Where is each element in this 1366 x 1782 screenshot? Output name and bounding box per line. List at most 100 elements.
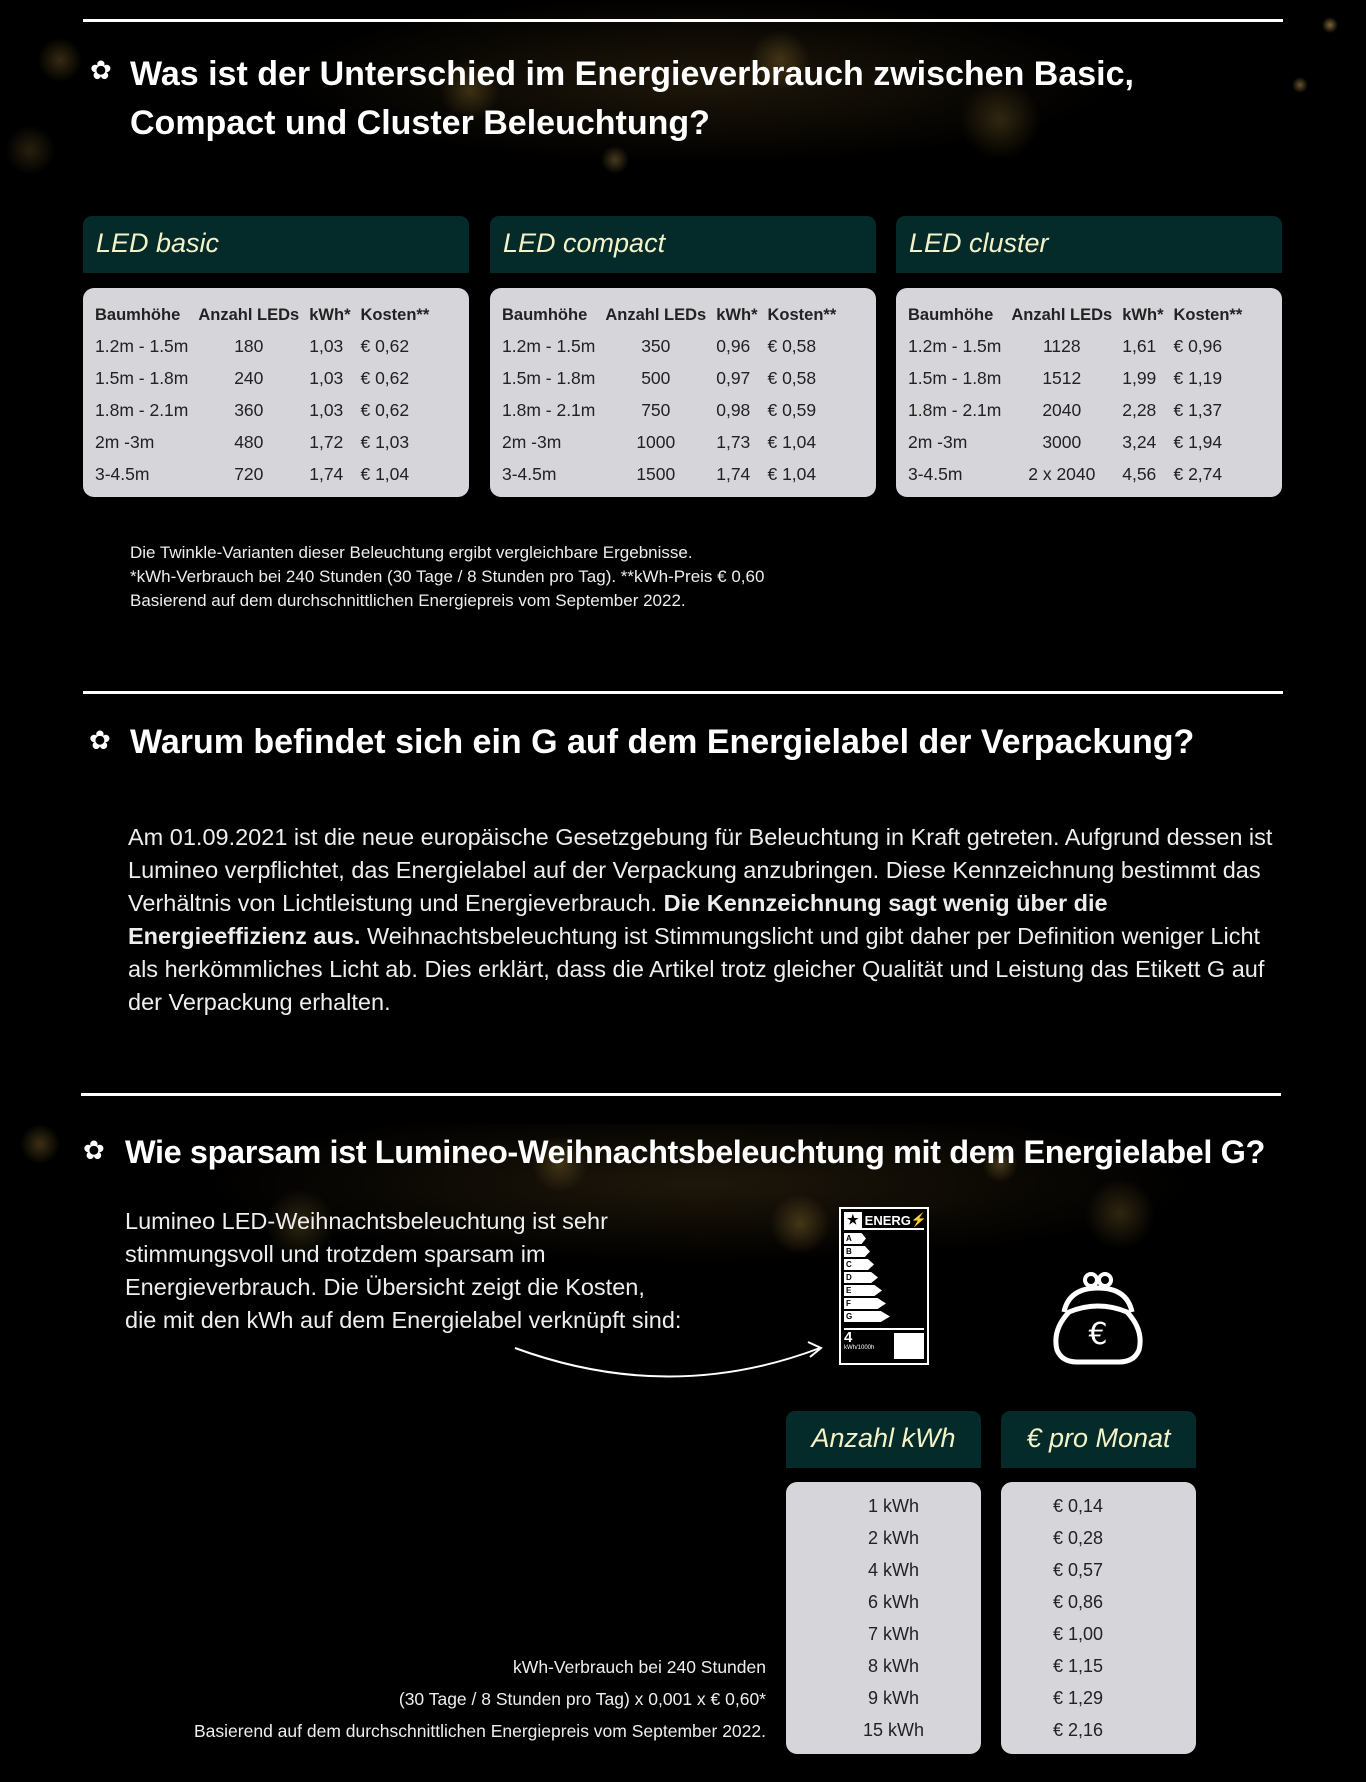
bold-text: Die Kennzeichnung sagt wenig über die En…	[128, 890, 1108, 949]
column-header: Baumhöhe	[502, 305, 588, 324]
table-row: 1.2m - 1.5m 180 1,03 € 0,62	[95, 330, 439, 362]
footnote: (30 Tage / 8 Stunden pro Tag) x 0,001 x …	[398, 1689, 766, 1709]
kwh-value: 15 kWh	[862, 1720, 925, 1740]
table-row: 2m -3m 480 1,72 € 1,03	[95, 426, 439, 458]
table-row: 1.5m - 1.8m 1512 1,99 € 1,19	[908, 362, 1252, 394]
table-row: 3-4.5m 2 x 2040 4,56 € 2,74	[908, 458, 1252, 490]
kwh-value: 4 kWh	[867, 1560, 919, 1580]
arrow-icon	[514, 1341, 823, 1378]
table-cell: 500	[641, 367, 671, 388]
section2-title: Warum befindet sich ein G auf dem Energi…	[130, 723, 1195, 761]
kwh-value: 2 kWh	[867, 1528, 919, 1548]
energy-class-bar: B	[844, 1246, 870, 1257]
table-cell: 480	[234, 431, 264, 452]
purse-icon: €	[1053, 1272, 1143, 1365]
star-icon: ✿	[89, 726, 111, 756]
kwh-header: Anzahl kWh	[786, 1411, 981, 1468]
energy-class-bar: D	[844, 1272, 878, 1283]
table-cell: 1.5m - 1.8m	[95, 367, 189, 388]
cost-card: € 0,14 € 0,28 € 0,57 € 0,86 € 1,00 € 1,15 € 1,…	[1001, 1482, 1196, 1754]
table-cell: 0,96	[716, 335, 751, 356]
table-cell: € 1,04	[767, 463, 817, 484]
table-cell: 1.8m - 2.1m	[502, 399, 596, 420]
cost-header: € pro Monat	[1001, 1411, 1196, 1468]
kwh-value: 7 kWh	[867, 1624, 919, 1644]
table-cell: 3000	[1042, 431, 1082, 452]
kwh-card: 1 kWh 2 kWh 4 kWh 6 kWh 7 kWh 8 kWh 9 kWh 15 kW…	[786, 1482, 981, 1754]
table-cell: € 0,96	[1173, 335, 1223, 356]
table-cell: 1,03	[309, 367, 344, 388]
column-header: kWh*	[309, 305, 351, 324]
divider	[83, 19, 1283, 22]
table-cell: € 0,58	[767, 335, 817, 356]
table-cell: 3-4.5m	[502, 463, 557, 484]
table-cell: 4,56	[1122, 463, 1157, 484]
note: Basierend auf dem durchschnittlichen Ene…	[130, 591, 686, 610]
table-cell: 1512	[1042, 367, 1082, 388]
intro-line: Lumineo LED-Weihnachtsbeleuchtung ist se…	[125, 1208, 608, 1234]
table-cell: € 1,37	[1173, 399, 1223, 420]
kwh-value: 8 kWh	[867, 1656, 919, 1676]
table-cell: 0,97	[716, 367, 751, 388]
divider	[83, 691, 1283, 694]
table-title: LED cluster	[896, 216, 1282, 273]
intro-line: stimmungsvoll und trotzdem sparsam im	[125, 1241, 546, 1267]
table-cell: 1.2m - 1.5m	[95, 335, 189, 356]
energy-class-bar: E	[844, 1285, 882, 1296]
table-cell: 1,74	[309, 463, 344, 484]
section3-intro: Lumineo LED-Weihnachtsbeleuchtung ist se…	[125, 1205, 805, 1337]
table-cell: 1.8m - 2.1m	[908, 399, 1002, 420]
table-cell: 2 x 2040	[1028, 463, 1096, 484]
table-cell: 1,73	[716, 431, 751, 452]
energy-label-value: 4	[844, 1329, 853, 1346]
kwh-value: 6 kWh	[867, 1592, 919, 1612]
column-header: Anzahl LEDs	[198, 305, 300, 324]
table-cell: € 0,62	[360, 335, 410, 356]
table-cell: 240	[234, 367, 264, 388]
title-line: Was ist der Unterschied im Energieverbra…	[130, 55, 1134, 93]
table-row: 2m -3m 1000 1,73 € 1,04	[502, 426, 846, 458]
table-cell: 3-4.5m	[908, 463, 963, 484]
euro-symbol: €	[1088, 1317, 1107, 1352]
table-row: 2m -3m 3000 3,24 € 1,94	[908, 426, 1252, 458]
cost-value: € 0,86	[1053, 1592, 1104, 1612]
table-cell: € 2,74	[1173, 463, 1223, 484]
table-cell: 2m -3m	[908, 431, 968, 452]
title-line: Compact und Cluster Beleuchtung?	[130, 104, 710, 142]
led-table-card: Baumhöhe Anzahl LEDs kWh* Kosten** 1.2m - 1.…	[896, 288, 1282, 497]
led-table-card: Baumhöhe Anzahl LEDs kWh* Kosten** 1.2m - 1.…	[83, 288, 469, 497]
table-cell: 2m -3m	[502, 431, 562, 452]
energy-class-bar: F	[844, 1298, 886, 1309]
table-cell: 1,72	[309, 431, 344, 452]
table-row: 1.2m - 1.5m 350 0,96 € 0,58	[502, 330, 846, 362]
column-header: Baumhöhe	[95, 305, 181, 324]
table-row: 1.8m - 2.1m 750 0,98 € 0,59	[502, 394, 846, 426]
led-table: Baumhöhe Anzahl LEDs kWh* Kosten** 1.2m - 1.…	[908, 300, 1252, 490]
table-title: LED compact	[490, 216, 876, 273]
column-header: Baumhöhe	[908, 305, 994, 324]
table-cell: 1.8m - 2.1m	[95, 399, 189, 420]
table-cell: 180	[234, 335, 264, 356]
table-cell: 750	[641, 399, 671, 420]
kwh-value: 1 kWh	[867, 1496, 919, 1516]
cost-value: € 1,00	[1053, 1624, 1104, 1644]
table-cell: 1.5m - 1.8m	[908, 367, 1002, 388]
led-table: Baumhöhe Anzahl LEDs kWh* Kosten** 1.2m - 1.…	[95, 300, 439, 490]
intro-line: Energieverbrauch. Die Übersicht zeigt di…	[125, 1274, 645, 1300]
intro-line: die mit den kWh auf dem Energielabel ver…	[125, 1307, 682, 1333]
section1-title: Was ist der Unterschied im Energieverbra…	[130, 50, 1134, 148]
energy-class-bar: C	[844, 1259, 874, 1270]
column-header: kWh*	[1122, 305, 1164, 324]
table-cell: 1128	[1042, 335, 1081, 356]
table-row: 1.5m - 1.8m 240 1,03 € 0,62	[95, 362, 439, 394]
table-row: 3-4.5m 1500 1,74 € 1,04	[502, 458, 846, 490]
table-cell: € 0,62	[360, 399, 410, 420]
table-cell: € 1,04	[767, 431, 817, 452]
column-header: Kosten**	[1173, 305, 1243, 324]
cost-value: € 0,28	[1053, 1528, 1104, 1548]
table-cell: 1500	[636, 463, 676, 484]
cost-value: € 1,29	[1053, 1688, 1104, 1708]
table-row: 1.2m - 1.5m 1128 1,61 € 0,96	[908, 330, 1252, 362]
table-cell: 1,99	[1122, 367, 1157, 388]
